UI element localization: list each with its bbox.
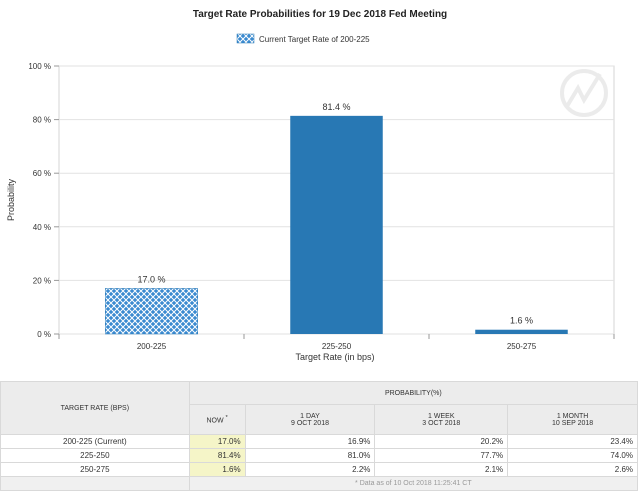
watermark-logo — [562, 71, 606, 115]
header-1day-label: 1 DAY — [246, 413, 375, 420]
y-tick-label: 40 % — [33, 223, 51, 232]
table-row: 200-225 (Current) 17.0% 16.9% 20.2% 23.4… — [1, 435, 638, 449]
row-1month: 23.4% — [508, 435, 638, 449]
row-1month: 74.0% — [508, 449, 638, 463]
bar-250-275[interactable] — [475, 330, 568, 334]
header-1week-date: 3 OCT 2018 — [375, 420, 507, 427]
data-label: 81.4 % — [322, 102, 350, 112]
row-1day: 2.2% — [245, 463, 375, 477]
y-tick-label: 80 % — [33, 116, 51, 125]
chart-title: Target Rate Probabilities for 19 Dec 201… — [193, 9, 447, 20]
header-1week-label: 1 WEEK — [375, 413, 507, 420]
bars — [105, 116, 568, 334]
legend-label: Current Target Rate of 200-225 — [259, 35, 370, 44]
target-rate-chart: Target Rate Probabilities for 19 Dec 201… — [0, 0, 640, 375]
x-tick-label: 225-250 — [322, 342, 352, 351]
y-tick-label: 60 % — [33, 169, 51, 178]
data-label: 17.0 % — [137, 274, 165, 284]
header-1month-date: 10 SEP 2018 — [508, 420, 637, 427]
x-axis-title: Target Rate (in bps) — [295, 352, 374, 362]
data-label: 1.6 % — [510, 316, 533, 326]
table-row: 225-250 81.4% 81.0% 77.7% 74.0% — [1, 449, 638, 463]
header-probability: PROBABILITY(%) — [189, 382, 637, 405]
header-1month: 1 MONTH 10 SEP 2018 — [508, 405, 638, 435]
bar-225-250[interactable] — [290, 116, 383, 334]
row-1week: 20.2% — [375, 435, 508, 449]
x-tick-label: 250-275 — [507, 342, 537, 351]
row-now: 1.6% — [189, 463, 245, 477]
row-1week: 2.1% — [375, 463, 508, 477]
header-1day: 1 DAY 9 OCT 2018 — [245, 405, 375, 435]
header-1week: 1 WEEK 3 OCT 2018 — [375, 405, 508, 435]
data-footnote: * Data as of 10 Oct 2018 11:25:41 CT — [189, 477, 637, 491]
header-now-mark: * — [226, 415, 228, 421]
row-1day: 81.0% — [245, 449, 375, 463]
header-target-rate: TARGET RATE (BPS) — [1, 382, 190, 435]
header-1day-date: 9 OCT 2018 — [246, 420, 375, 427]
y-tick-label: 100 % — [28, 62, 51, 71]
header-1month-label: 1 MONTH — [508, 413, 637, 420]
table-row: 250-275 1.6% 2.2% 2.1% 2.6% — [1, 463, 638, 477]
row-1month: 2.6% — [508, 463, 638, 477]
footnote-spacer — [1, 477, 190, 491]
y-tick-label: 0 % — [37, 330, 51, 339]
labels: 0 % 20 % 40 % 60 % 80 % 100 % 17.0 % 200-225 81.… — [28, 62, 536, 351]
x-tick-label: 200-225 — [137, 342, 167, 351]
probability-table: TARGET RATE (BPS) PROBABILITY(%) NOW * 1… — [0, 381, 638, 491]
legend[interactable]: Current Target Rate of 200-225 — [237, 34, 370, 44]
row-rate: 200-225 (Current) — [1, 435, 190, 449]
probability-table-container: TARGET RATE (BPS) PROBABILITY(%) NOW * 1… — [0, 381, 640, 491]
row-now: 81.4% — [189, 449, 245, 463]
header-now-label: NOW — [206, 417, 223, 424]
y-axis-title: Probability — [6, 178, 16, 221]
legend-swatch — [237, 34, 254, 43]
row-1week: 77.7% — [375, 449, 508, 463]
bar-200-225[interactable] — [105, 288, 198, 334]
row-rate: 250-275 — [1, 463, 190, 477]
row-now: 17.0% — [189, 435, 245, 449]
row-rate: 225-250 — [1, 449, 190, 463]
header-now: NOW * — [189, 405, 245, 435]
row-1day: 16.9% — [245, 435, 375, 449]
y-tick-label: 20 % — [33, 276, 51, 285]
